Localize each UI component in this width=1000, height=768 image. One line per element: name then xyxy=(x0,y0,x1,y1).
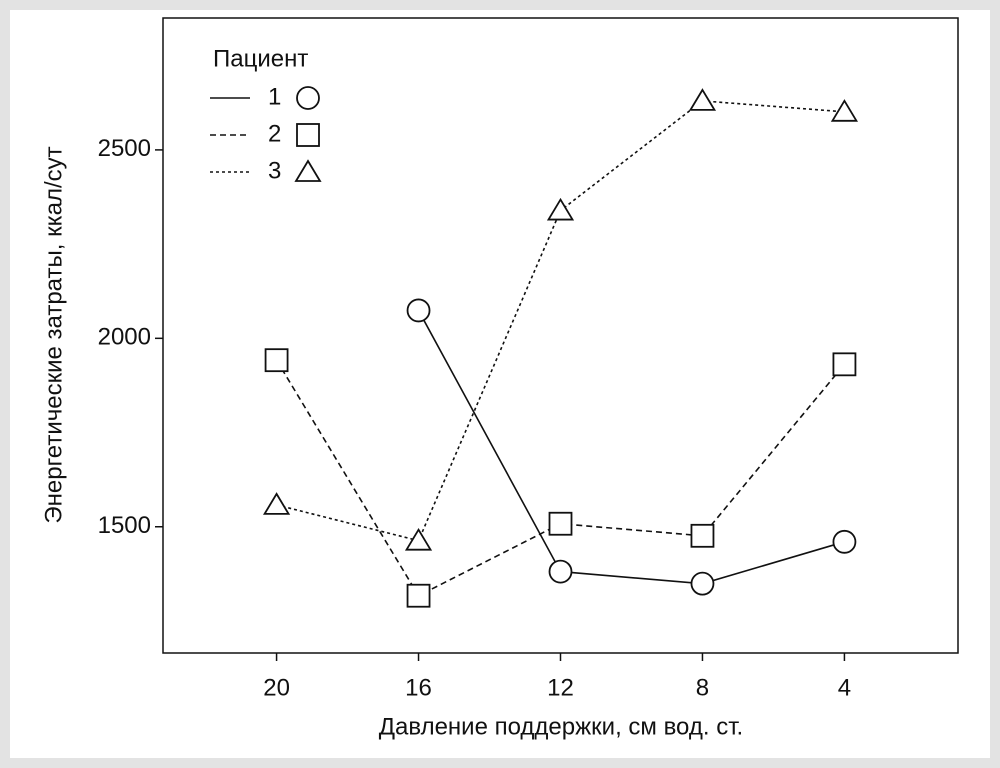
marker xyxy=(832,352,857,377)
marker xyxy=(690,523,715,548)
marker xyxy=(690,571,715,596)
marker xyxy=(404,527,433,551)
legend-title: Пациент xyxy=(213,45,308,72)
chart: Энергетические затраты, ккал/сут Давлени… xyxy=(10,10,990,758)
marker xyxy=(832,529,857,554)
marker xyxy=(406,298,431,323)
marker xyxy=(406,583,431,608)
x-tick-label: 12 xyxy=(547,674,574,701)
x-axis-title: Давление поддержки, см вод. ст. xyxy=(379,713,743,740)
marker xyxy=(548,559,573,584)
x-tick-label: 8 xyxy=(696,674,709,701)
marker xyxy=(548,511,573,536)
y-tick-label: 2000 xyxy=(98,324,151,351)
marker xyxy=(294,159,322,182)
x-tick-label: 4 xyxy=(838,674,851,701)
x-tick-label: 16 xyxy=(405,674,432,701)
marker xyxy=(830,99,859,122)
y-tick-label: 2500 xyxy=(98,135,151,162)
marker xyxy=(546,197,575,221)
legend-label: 2 xyxy=(268,120,281,147)
series-line xyxy=(276,100,845,542)
marker xyxy=(296,86,320,110)
marker xyxy=(264,348,289,373)
marker xyxy=(688,88,717,111)
legend-label: 3 xyxy=(268,157,281,184)
marker xyxy=(262,492,291,515)
legend-label: 1 xyxy=(268,83,281,110)
marker xyxy=(296,123,320,147)
y-axis-title: Энергетические затраты, ккал/сут xyxy=(40,146,67,523)
y-tick-label: 1500 xyxy=(98,512,151,539)
series-line xyxy=(417,310,845,585)
x-tick-label: 20 xyxy=(263,674,290,701)
